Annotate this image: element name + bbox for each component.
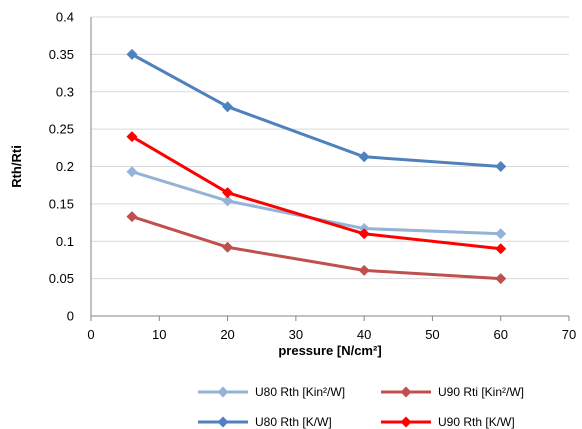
data-point — [126, 48, 138, 60]
x-tick-label: 20 — [220, 327, 234, 342]
data-point — [126, 211, 138, 223]
y-tick-label: 0.3 — [56, 84, 74, 99]
series-line — [130, 215, 503, 281]
legend-swatch-marker — [217, 416, 229, 428]
legend-label: U80 Rth [K/W] — [255, 415, 332, 429]
data-point — [222, 195, 234, 207]
tick-labels: 0 0.05 0.1 0.15 0.2 0.25 0.3 0.35 0.4 0 10 20 30 40 50… — [49, 10, 577, 343]
axes — [90, 17, 570, 321]
legend-item: U90 Rth [K/W] — [381, 415, 515, 429]
data-point — [358, 151, 370, 163]
x-tick-label: 70 — [562, 327, 576, 342]
data-point — [495, 243, 507, 255]
legend-label: U90 Rth [K/W] — [438, 415, 515, 429]
x-tick-label: 0 — [87, 327, 94, 342]
series-group — [126, 48, 507, 285]
data-point — [126, 131, 138, 143]
series-4 — [126, 131, 507, 255]
data-point — [222, 101, 234, 113]
x-axis-label: pressure [N/cm²] — [278, 343, 381, 358]
y-tick-label: 0.1 — [56, 234, 74, 249]
x-tick-label: 30 — [289, 327, 303, 342]
legend: U80 Rth [Kin²/W] U90 Rti [Kin²/W] U80 Rth … — [198, 385, 524, 429]
legend-swatch-marker — [400, 416, 412, 428]
x-tick-label: 40 — [357, 327, 371, 342]
y-tick-label: 0.25 — [49, 122, 74, 137]
legend-label: U80 Rth [Kin²/W] — [255, 385, 345, 399]
y-tick-label: 0.4 — [56, 10, 74, 25]
y-tick-label: 0.35 — [49, 47, 74, 62]
grid-lines — [91, 16, 569, 280]
legend-item: U80 Rth [K/W] — [198, 415, 332, 429]
data-point — [222, 241, 234, 253]
series-line — [130, 170, 503, 236]
legend-label: U90 Rti [Kin²/W] — [438, 385, 524, 399]
series-line — [130, 135, 503, 251]
series-line — [130, 52, 503, 168]
y-axis-label: Rth/Rti — [9, 145, 24, 188]
data-point — [495, 228, 507, 240]
data-point — [126, 166, 138, 178]
data-point — [495, 161, 507, 172]
x-tick-label: 50 — [425, 327, 439, 342]
legend-swatch-marker — [400, 386, 412, 398]
y-tick-label: 0.2 — [56, 159, 74, 174]
legend-swatch-marker — [217, 386, 229, 398]
y-tick-label: 0 — [67, 309, 74, 324]
legend-item: U80 Rth [Kin²/W] — [198, 385, 345, 399]
data-point — [358, 264, 370, 276]
x-tick-label: 60 — [493, 327, 507, 342]
y-tick-label: 0.15 — [49, 196, 74, 211]
y-tick-label: 0.05 — [49, 271, 74, 286]
series-1 — [126, 166, 507, 240]
x-tick-label: 10 — [152, 327, 166, 342]
data-point — [495, 273, 507, 285]
data-point — [358, 228, 370, 240]
series-3 — [126, 48, 507, 172]
legend-item: U90 Rti [Kin²/W] — [381, 385, 524, 399]
data-point — [222, 187, 234, 199]
series-2 — [126, 211, 507, 285]
